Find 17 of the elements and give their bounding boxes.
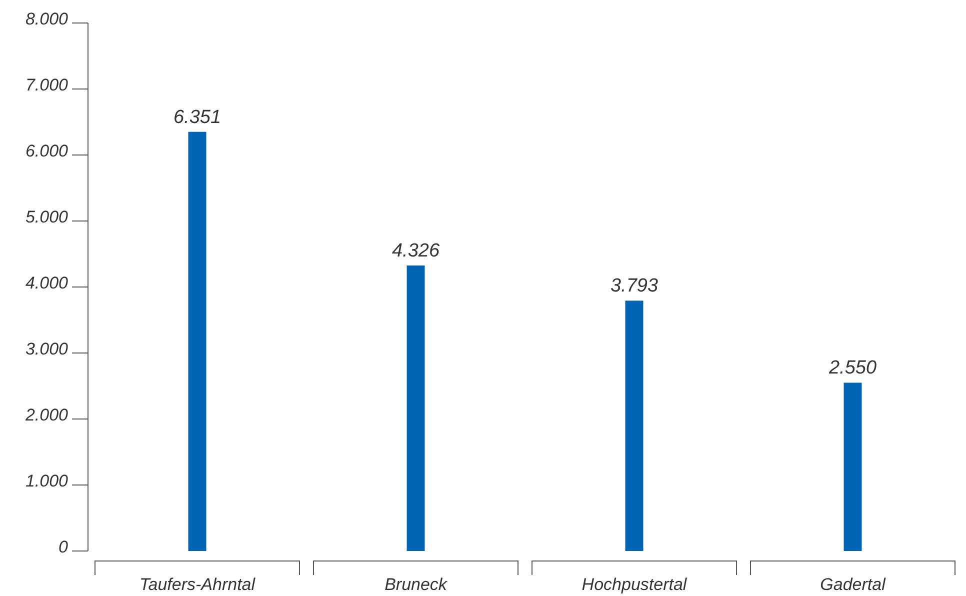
y-tick-label: 0 (58, 538, 69, 557)
data-label: 6.351 (173, 106, 222, 128)
y-tick-label: 3.000 (25, 340, 69, 359)
y-tick-label: 1.000 (25, 472, 69, 491)
y-tick-label: 4.000 (25, 274, 69, 293)
x-tick-label: Taufers-Ahrntal (139, 575, 256, 594)
y-tick-label: 2.000 (24, 406, 69, 425)
data-label: 4.326 (392, 240, 440, 262)
y-tick-label: 5.000 (25, 208, 69, 227)
y-tick-label: 6.000 (25, 142, 69, 161)
y-tick-label: 8.000 (25, 10, 69, 29)
y-tick-label: 7.000 (25, 76, 69, 95)
x-tick-label: Hochpustertal (582, 575, 688, 594)
data-label: 2.550 (828, 358, 877, 379)
data-label: 3.793 (610, 276, 658, 297)
x-tick-label: Bruneck (384, 575, 448, 594)
x-tick-label: Gadertal (820, 575, 887, 594)
